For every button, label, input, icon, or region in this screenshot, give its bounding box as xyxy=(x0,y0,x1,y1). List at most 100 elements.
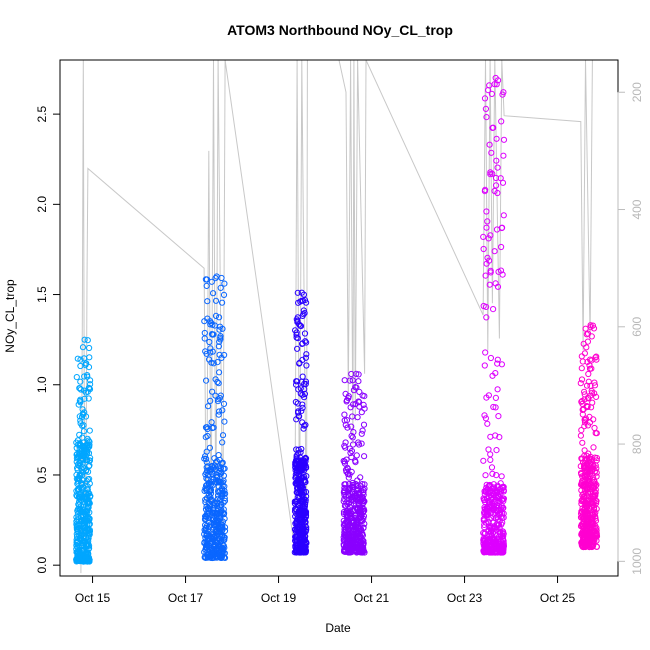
data-point xyxy=(588,333,595,340)
data-point xyxy=(80,428,88,435)
data-point xyxy=(483,511,490,518)
data-point xyxy=(350,538,357,545)
data-point xyxy=(485,235,492,242)
data-point xyxy=(578,376,586,383)
data-point xyxy=(581,495,588,502)
data-point xyxy=(488,90,495,98)
data-point xyxy=(211,509,218,516)
data-point xyxy=(484,420,491,427)
data-point xyxy=(358,430,365,437)
data-point xyxy=(204,298,211,305)
data-point xyxy=(579,406,586,413)
data-point xyxy=(296,321,303,328)
data-point xyxy=(294,500,301,507)
data-point xyxy=(499,271,506,278)
data-point xyxy=(294,345,301,352)
data-point xyxy=(355,378,362,385)
data-point xyxy=(205,534,212,542)
data-point xyxy=(593,543,600,551)
data-point xyxy=(296,523,303,530)
data-point xyxy=(220,291,228,298)
data-point xyxy=(203,510,210,518)
data-point xyxy=(355,371,362,378)
data-point xyxy=(586,523,593,531)
data-point xyxy=(580,490,587,498)
data-point xyxy=(79,460,86,467)
data-point xyxy=(86,526,93,534)
data-point xyxy=(86,344,93,352)
data-point xyxy=(346,503,353,511)
data-point xyxy=(76,472,83,480)
data-point xyxy=(487,451,494,458)
series-1 xyxy=(73,336,94,565)
data-point xyxy=(73,558,80,565)
data-point xyxy=(298,408,305,415)
data-point xyxy=(83,360,90,367)
data-point xyxy=(480,457,487,464)
data-point xyxy=(217,511,224,518)
y-axis: 0.0 0.5 1.0 1.5 2.0 2.5 xyxy=(35,105,61,574)
data-point xyxy=(213,472,220,479)
data-point xyxy=(500,540,507,547)
data-point xyxy=(584,338,592,345)
data-point xyxy=(299,539,306,547)
data-point xyxy=(587,499,595,506)
data-point xyxy=(203,455,210,463)
data-point xyxy=(79,411,87,418)
data-point xyxy=(587,463,594,470)
data-point xyxy=(579,358,586,365)
data-point xyxy=(84,505,91,512)
data-point xyxy=(486,141,493,148)
data-point xyxy=(485,493,492,500)
data-point xyxy=(76,446,83,453)
data-point xyxy=(212,376,219,383)
data-point xyxy=(588,455,595,462)
data-point xyxy=(591,382,599,389)
data-point xyxy=(486,82,493,89)
data-point xyxy=(487,542,494,549)
data-point xyxy=(220,511,227,518)
data-point xyxy=(80,537,88,545)
data-point xyxy=(591,488,598,495)
data-point xyxy=(302,462,309,469)
data-point xyxy=(87,377,94,384)
data-point xyxy=(589,492,597,499)
data-point xyxy=(484,536,491,544)
data-point xyxy=(361,453,368,460)
data-point xyxy=(344,488,351,495)
data-point xyxy=(481,412,488,419)
data-point xyxy=(86,441,93,448)
data-point xyxy=(588,365,595,372)
data-point xyxy=(221,487,228,494)
data-point xyxy=(86,462,93,469)
data-point xyxy=(490,525,497,532)
data-point xyxy=(483,224,490,231)
data-point xyxy=(593,454,601,462)
data-point xyxy=(482,519,489,526)
data-point xyxy=(490,403,497,411)
data-point xyxy=(579,455,586,462)
y-tick-label: 0.0 xyxy=(35,557,49,574)
data-point xyxy=(497,504,504,511)
data-point xyxy=(292,506,299,513)
data-point xyxy=(494,386,501,393)
data-point xyxy=(206,356,213,363)
data-point xyxy=(349,493,356,500)
data-point xyxy=(212,297,220,304)
data-point xyxy=(221,351,228,359)
data-point xyxy=(581,447,588,454)
series-3 xyxy=(291,289,310,556)
data-point xyxy=(590,482,598,489)
data-point xyxy=(81,373,88,380)
data-point xyxy=(213,479,220,486)
data-point xyxy=(483,547,490,554)
data-point xyxy=(303,339,310,346)
data-point xyxy=(341,547,348,554)
data-point xyxy=(207,397,214,404)
data-point xyxy=(86,427,93,434)
data-point xyxy=(358,409,365,416)
data-point xyxy=(213,539,220,546)
data-point xyxy=(219,459,226,466)
data-point xyxy=(77,378,84,385)
data-point xyxy=(213,521,220,528)
